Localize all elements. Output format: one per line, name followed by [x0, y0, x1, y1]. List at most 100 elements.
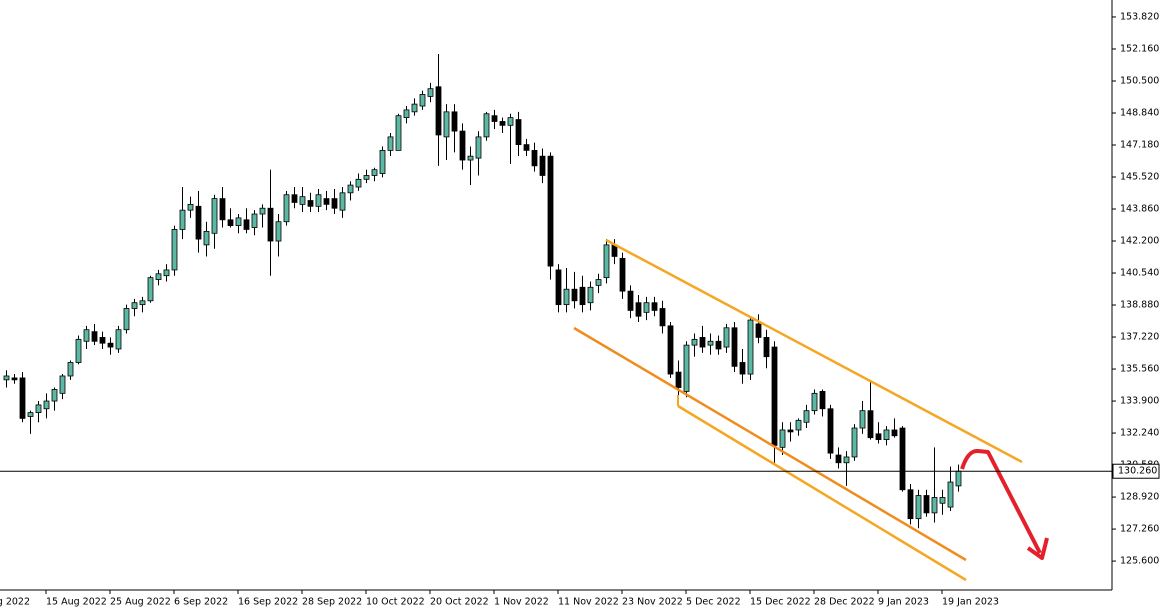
candle-body — [811, 392, 818, 412]
candle-body — [395, 115, 402, 151]
candle-body — [315, 194, 322, 207]
candle-body — [123, 308, 130, 331]
candle-body — [195, 205, 202, 240]
candle-body — [347, 184, 354, 194]
y-tick-label: 128.920 — [1120, 492, 1159, 503]
channel-middle — [573, 326, 967, 562]
candle-body — [659, 308, 666, 327]
candle-body — [651, 302, 658, 311]
candle-body — [795, 419, 802, 431]
y-tick-label: 150.500 — [1120, 75, 1159, 86]
candle-body — [603, 244, 610, 279]
candle-body — [507, 117, 514, 126]
candle-body — [283, 194, 290, 223]
candle-body — [843, 456, 850, 464]
candle-body — [947, 481, 954, 508]
arrow-head — [1026, 537, 1049, 560]
candle-body — [387, 136, 394, 151]
candle-body — [595, 279, 602, 286]
candle-body — [99, 337, 106, 344]
candle-body — [899, 427, 906, 491]
x-tick-label: 25 Aug 2022 — [110, 597, 171, 608]
y-tick-label: 135.560 — [1120, 364, 1159, 375]
candle-body — [187, 203, 194, 211]
candle-body — [667, 325, 674, 375]
candle-body — [51, 389, 58, 402]
candle-body — [451, 111, 458, 132]
candle-body — [739, 362, 746, 375]
candle-body — [475, 136, 482, 159]
candle-body — [363, 175, 370, 180]
candle-body — [443, 111, 450, 138]
candle-body — [547, 155, 554, 267]
candle-body — [891, 429, 898, 437]
candle-body — [427, 88, 434, 97]
candle-body — [787, 429, 794, 433]
candle-body — [75, 338, 82, 363]
candle-body — [835, 454, 842, 464]
candle-body — [355, 178, 362, 188]
candle-body — [219, 198, 226, 221]
candle-body — [411, 103, 418, 113]
x-tick-label: 6 Sep 2022 — [174, 597, 228, 608]
candle-body — [19, 377, 26, 419]
candle-body — [267, 207, 274, 242]
candle-body — [555, 269, 562, 306]
y-tick-label: 142.200 — [1120, 236, 1159, 247]
candle-body — [139, 300, 146, 306]
candle-body — [147, 277, 154, 302]
candle-body — [755, 323, 762, 338]
candle-body — [883, 429, 890, 441]
x-tick-label: 5 Dec 2022 — [686, 597, 741, 608]
candle-body — [211, 198, 218, 234]
x-tick-label: 15 Aug 2022 — [46, 597, 107, 608]
candle-body — [819, 391, 826, 410]
y-tick-label: 143.860 — [1120, 204, 1159, 215]
candle-body — [867, 410, 874, 439]
x-tick-label: 28 Dec 2022 — [814, 597, 875, 608]
bid-label-box — [1112, 463, 1160, 479]
candle-body — [43, 400, 50, 410]
candle-body — [771, 346, 778, 446]
candle-body — [115, 329, 122, 350]
candle-body — [435, 86, 442, 136]
x-tick-label: 15 Dec 2022 — [750, 597, 811, 608]
candle-body — [635, 302, 642, 317]
candle-body — [379, 149, 386, 174]
candle-body — [91, 331, 98, 342]
candle-body — [619, 257, 626, 292]
y-tick-label: 125.600 — [1120, 556, 1159, 567]
x-tick-label: 20 Oct 2022 — [430, 597, 489, 608]
candle-body — [371, 169, 378, 176]
candle-body — [171, 229, 178, 271]
y-tick-label: 153.820 — [1120, 11, 1159, 22]
candle-body — [715, 340, 722, 350]
candle-body — [107, 342, 114, 348]
candle-body — [931, 497, 938, 514]
candle-body — [35, 404, 42, 414]
candle-body — [467, 155, 474, 161]
candle-body — [331, 198, 338, 209]
candle-body — [643, 302, 650, 313]
y-tick-label: 127.260 — [1120, 524, 1159, 535]
candle-body — [275, 221, 282, 242]
candle-body — [307, 200, 314, 207]
x-tick-label: 9 Jan 2023 — [878, 597, 929, 608]
x-tick-label-cut: g 2022 — [0, 597, 30, 608]
candle-body — [499, 121, 506, 126]
candle-body — [531, 149, 538, 167]
candle-body — [955, 470, 962, 487]
candle-body — [203, 230, 210, 246]
x-tick-label: 19 Jan 2023 — [942, 597, 999, 608]
candle-body — [299, 196, 306, 205]
candle-body — [731, 327, 738, 367]
x-tick-label: 1 Nov 2022 — [494, 597, 549, 608]
candle-body — [539, 155, 546, 176]
arrow-path — [960, 448, 1042, 554]
x-tick-label: 28 Sep 2022 — [302, 597, 362, 608]
y-tick-label: 137.220 — [1120, 332, 1159, 343]
candle-body — [291, 194, 298, 203]
candle-body — [251, 213, 258, 228]
candle-body — [827, 408, 834, 454]
candle-body — [915, 495, 922, 520]
